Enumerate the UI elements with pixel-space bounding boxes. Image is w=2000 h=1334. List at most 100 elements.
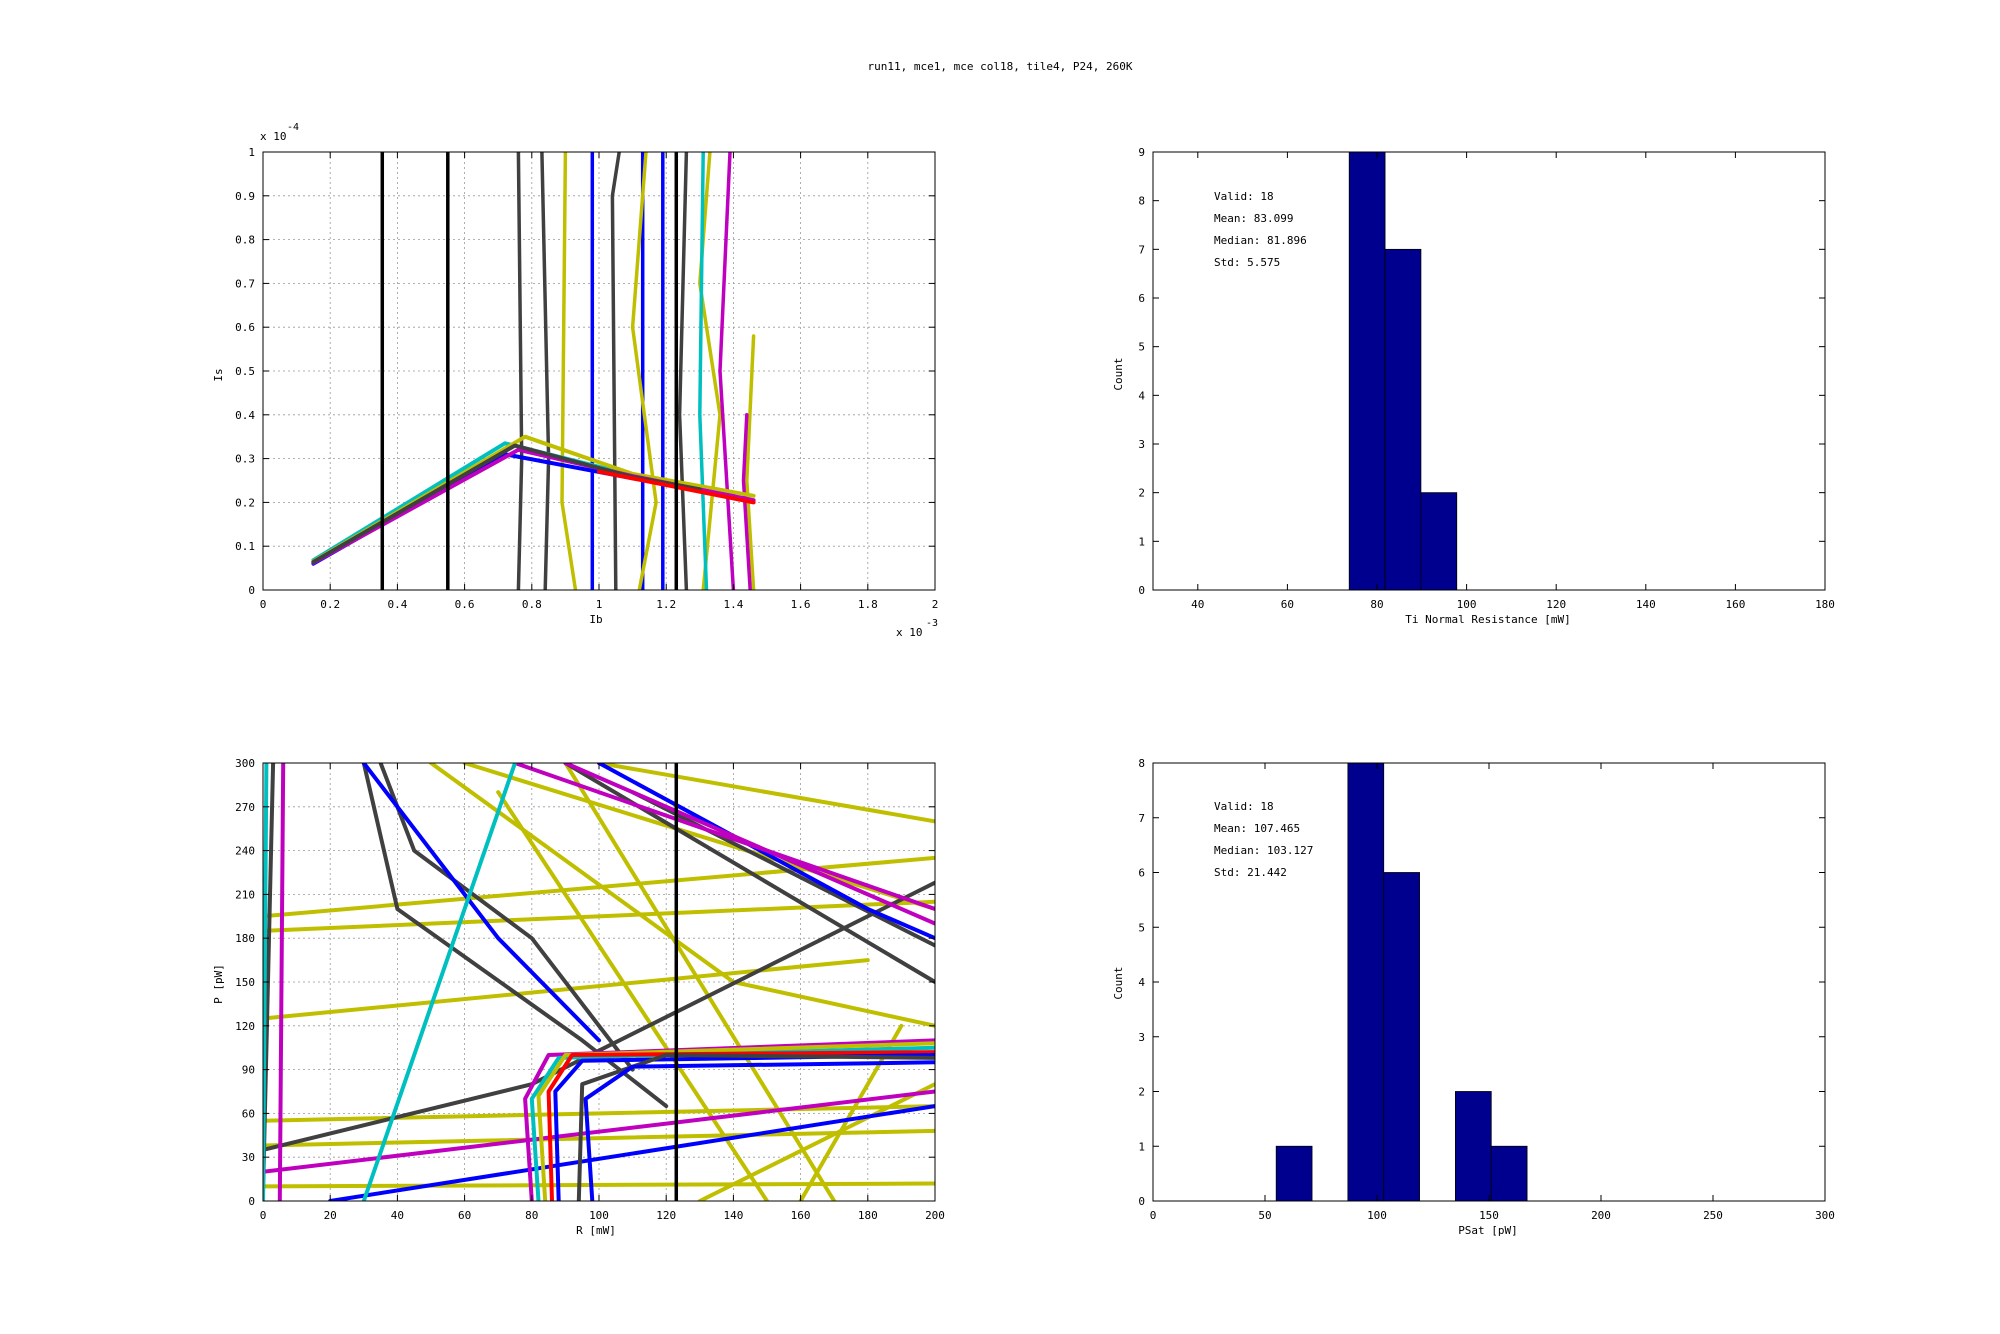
ib-is-plot: 0 0.2 0.4 0.6 0.8 1 1.2 1.4 1.6 1.8 2 0 0.1 0.2 0.3 0.4…: [212, 122, 938, 639]
y-tick-label: 2: [1138, 487, 1145, 500]
x-tick-label: 160: [1725, 598, 1745, 611]
series-line: [328, 1104, 935, 1201]
ib-is-xlabel: Ib: [589, 613, 602, 626]
plot-marks: [263, 763, 935, 1201]
series-line: [277, 763, 286, 1201]
histogram-bar: [1420, 492, 1458, 590]
ib-is-x-exponent: x 10: [896, 626, 923, 639]
x-tick-label: 180: [1815, 598, 1835, 611]
x-tick-label: 0.2: [320, 598, 340, 611]
plot-marks: [311, 152, 756, 590]
x-tick-label: 0.4: [387, 598, 407, 611]
x-tick-label: 0.6: [455, 598, 475, 611]
x-tick-label: 100: [1457, 598, 1477, 611]
r-p-plot: 0 20 40 60 80 100 120 140 160 180 200 0 30 60 90 120 150…: [212, 757, 945, 1237]
y-tick-label: 6: [1138, 292, 1145, 305]
y-tick-label: 7: [1138, 243, 1145, 256]
ib-is-x-exponent-power: -3: [926, 618, 938, 629]
y-tick-label: 5: [1138, 341, 1145, 354]
psat-stats-std: Std: 21.442: [1214, 866, 1287, 879]
x-tick-label: 0: [1150, 1209, 1157, 1222]
psat-histogram-area: 0 50 100 150 200 250 300 0 1 2 3 4 5 6 7 8: [1138, 757, 1835, 1222]
series-line: [263, 1128, 935, 1148]
y-tick-label: 7: [1138, 812, 1145, 825]
x-tick-label: 1.8: [858, 598, 878, 611]
series-line: [263, 899, 935, 933]
x-tick-label: 250: [1703, 1209, 1723, 1222]
plot-marks: [1348, 152, 1458, 590]
x-tick-label: 40: [1191, 598, 1204, 611]
series-line: [677, 152, 689, 590]
series-line: [610, 152, 621, 590]
y-tick-label: 0: [248, 584, 255, 597]
y-tick-label: 1: [1138, 1140, 1145, 1153]
x-tick-label: 100: [589, 1209, 609, 1222]
x-tick-label: 140: [723, 1209, 743, 1222]
y-tick-label: 3: [1138, 1031, 1145, 1044]
r-stats-median: Median: 81.896: [1214, 234, 1307, 247]
series-line: [630, 152, 658, 590]
x-tick-label: 50: [1258, 1209, 1271, 1222]
y-tick-label: 1: [1138, 535, 1145, 548]
x-tick-label: 0.8: [522, 598, 542, 611]
r-histogram-area: 40 60 80 100 120 140 160 180 0 1 2 3 4 5 6 7 8 9: [1138, 146, 1835, 611]
x-tick-label: 60: [458, 1209, 471, 1222]
series-line: [563, 763, 935, 926]
series-line: [536, 1041, 935, 1201]
y-tick-label: 180: [235, 932, 255, 945]
y-tick-label: 0.4: [235, 409, 255, 422]
histogram-bar: [1384, 248, 1422, 590]
series-line: [560, 152, 578, 590]
y-tick-label: 2: [1138, 1086, 1145, 1099]
x-tick-label: 200: [925, 1209, 945, 1222]
y-tick-label: 6: [1138, 867, 1145, 880]
plot-marks: [1275, 763, 1528, 1201]
y-tick-label: 270: [235, 801, 255, 814]
x-tick-label: 200: [1591, 1209, 1611, 1222]
y-tick-label: 0.2: [235, 496, 255, 509]
y-tick-label: 120: [235, 1020, 255, 1033]
series-line: [361, 763, 601, 1043]
series-line: [597, 763, 935, 941]
y-tick-label: 0: [1138, 584, 1145, 597]
x-tick-label: 1: [596, 598, 603, 611]
ib-is-ylabel: Is: [212, 368, 225, 381]
y-tick-label: 3: [1138, 438, 1145, 451]
series-line: [741, 413, 752, 590]
r-histogram: 40 60 80 100 120 140 160 180 0 1 2 3 4 5 6 7 8 9 Ti Norma…: [1112, 146, 1835, 626]
ib-is-y-exponent: x 10: [260, 130, 287, 143]
x-tick-label: 180: [858, 1209, 878, 1222]
y-tick-label: 9: [1138, 146, 1145, 159]
r-p-plot-area: 0 20 40 60 80 100 120 140 160 180 200 0 30 60 90 120 150…: [235, 757, 945, 1222]
axes-box: [1152, 151, 1826, 591]
x-tick-label: 100: [1367, 1209, 1387, 1222]
y-tick-label: 4: [1138, 976, 1145, 989]
y-tick-label: 8: [1138, 195, 1145, 208]
r-p-ylabel: P [pW]: [212, 964, 225, 1004]
series-line: [630, 790, 935, 948]
r-stats-std: Std: 5.575: [1214, 256, 1280, 269]
series-line: [546, 1050, 935, 1201]
y-tick-label: 0.7: [235, 277, 255, 290]
series-line: [563, 763, 935, 984]
psat-stats-median: Median: 103.127: [1214, 844, 1313, 857]
series-line: [745, 334, 756, 590]
y-tick-label: 4: [1138, 389, 1145, 402]
x-tick-label: 1.6: [791, 598, 811, 611]
series-line: [462, 763, 935, 911]
x-tick-label: 120: [1546, 598, 1566, 611]
r-stats-valid: Valid: 18: [1214, 190, 1274, 203]
y-tick-label: 0.5: [235, 365, 255, 378]
x-tick-label: 80: [525, 1209, 538, 1222]
r-histogram-xlabel: Ti Normal Resistance [mW]: [1405, 613, 1571, 626]
series-line: [698, 152, 709, 590]
series-line: [583, 1060, 935, 1201]
x-tick-label: 40: [391, 1209, 404, 1222]
psat-histogram-ylabel: Count: [1112, 966, 1125, 999]
y-tick-label: 0: [248, 1195, 255, 1208]
y-tick-label: 0: [1138, 1195, 1145, 1208]
plot-background: [1153, 152, 1825, 590]
x-tick-label: 80: [1370, 598, 1383, 611]
x-tick-label: 60: [1281, 598, 1294, 611]
x-tick-label: 1.4: [723, 598, 743, 611]
